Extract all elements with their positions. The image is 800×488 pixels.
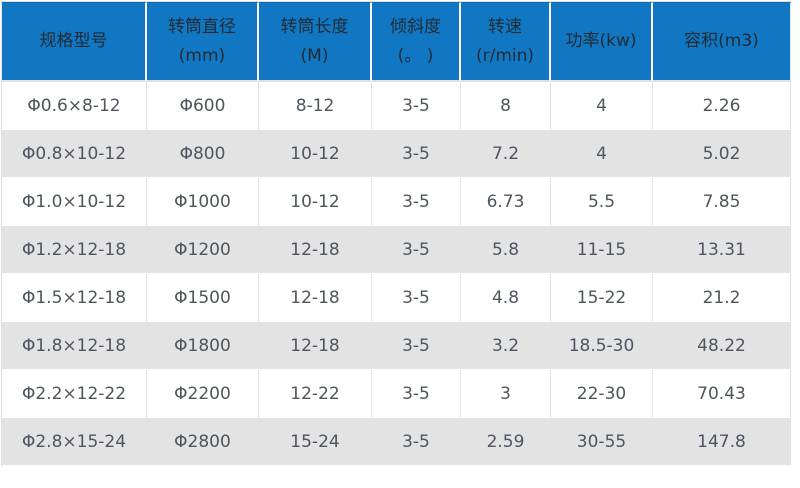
header-cell-volume: 容积(m3) [653,2,791,82]
table-cell: 8 [461,82,551,130]
table-cell: 8-12 [259,82,372,130]
table-cell: 70.43 [653,370,791,418]
table-cell: 7.85 [653,178,791,226]
header-cell-speed: 转速 (r/min) [461,2,551,82]
table-cell: 22-30 [551,370,653,418]
table-cell: 3 [461,370,551,418]
header-cell-power: 功率(kw) [551,2,653,82]
table-cell: 4 [551,130,653,178]
table-row: Φ2.2×12-22 Φ2200 12-22 3-5 3 22-30 70.43 [2,370,791,418]
table-cell: 18.5-30 [551,322,653,370]
table-cell: Φ1.0×10-12 [2,178,147,226]
table-row: Φ0.6×8-12 Φ600 8-12 3-5 8 4 2.26 [2,82,791,130]
table-cell: Φ2.8×15-24 [2,418,147,466]
table-cell: 6.73 [461,178,551,226]
table-cell: Φ1800 [147,322,259,370]
table-cell: 4.8 [461,274,551,322]
table-cell: 3-5 [372,226,461,274]
table-cell: Φ1.5×12-18 [2,274,147,322]
header-cell-drum-length: 转筒长度 (M) [259,2,372,82]
table-cell: 15-24 [259,418,372,466]
table-body: Φ0.6×8-12 Φ600 8-12 3-5 8 4 2.26 Φ0.8×10… [2,82,791,466]
table-cell: Φ1200 [147,226,259,274]
table-row: Φ2.8×15-24 Φ2800 15-24 3-5 2.59 30-55 14… [2,418,791,466]
table-cell: 12-22 [259,370,372,418]
table-cell: Φ600 [147,82,259,130]
header-cell-model: 规格型号 [2,2,147,82]
table-cell: 4 [551,82,653,130]
table-cell: 5.5 [551,178,653,226]
table-cell: 3-5 [372,178,461,226]
table-cell: Φ1.8×12-18 [2,322,147,370]
table-cell: 10-12 [259,130,372,178]
table-cell: 3-5 [372,322,461,370]
table-cell: 12-18 [259,226,372,274]
header-cell-incline: 倾斜度 (。 ) [372,2,461,82]
table-cell: 2.26 [653,82,791,130]
table-cell: 147.8 [653,418,791,466]
table-cell: 12-18 [259,322,372,370]
table-cell: 3-5 [372,130,461,178]
table-row: Φ1.5×12-18 Φ1500 12-18 3-5 4.8 15-22 21.… [2,274,791,322]
table-cell: 21.2 [653,274,791,322]
table-row: Φ1.2×12-18 Φ1200 12-18 3-5 5.8 11-15 13.… [2,226,791,274]
table-row: Φ1.0×10-12 Φ1000 10-12 3-5 6.73 5.5 7.85 [2,178,791,226]
table-cell: Φ1.2×12-18 [2,226,147,274]
table-cell: 11-15 [551,226,653,274]
table-cell: 5.8 [461,226,551,274]
table-cell: 10-12 [259,178,372,226]
table-cell: Φ2200 [147,370,259,418]
table-row: Φ1.8×12-18 Φ1800 12-18 3-5 3.2 18.5-30 4… [2,322,791,370]
table-cell: 15-22 [551,274,653,322]
spec-table: 规格型号 转筒直径 (mm) 转筒长度 (M) 倾斜度 (。 ) 转速 (r/m… [1,1,791,466]
table-cell: Φ1000 [147,178,259,226]
table-cell: 48.22 [653,322,791,370]
header-cell-drum-diameter: 转筒直径 (mm) [147,2,259,82]
table-cell: Φ1500 [147,274,259,322]
table-cell: Φ2.2×12-22 [2,370,147,418]
table-cell: 13.31 [653,226,791,274]
table-cell: 5.02 [653,130,791,178]
table-cell: 3-5 [372,418,461,466]
table-cell: 3-5 [372,82,461,130]
table-cell: 3-5 [372,370,461,418]
table-cell: Φ2800 [147,418,259,466]
table-row: Φ0.8×10-12 Φ800 10-12 3-5 7.2 4 5.02 [2,130,791,178]
table-cell: 12-18 [259,274,372,322]
table-cell: Φ800 [147,130,259,178]
table-cell: Φ0.6×8-12 [2,82,147,130]
table-cell: 7.2 [461,130,551,178]
table-cell: 30-55 [551,418,653,466]
table-cell: Φ0.8×10-12 [2,130,147,178]
table-cell: 2.59 [461,418,551,466]
table-cell: 3-5 [372,274,461,322]
table-header-row: 规格型号 转筒直径 (mm) 转筒长度 (M) 倾斜度 (。 ) 转速 (r/m… [2,2,791,82]
table-cell: 3.2 [461,322,551,370]
